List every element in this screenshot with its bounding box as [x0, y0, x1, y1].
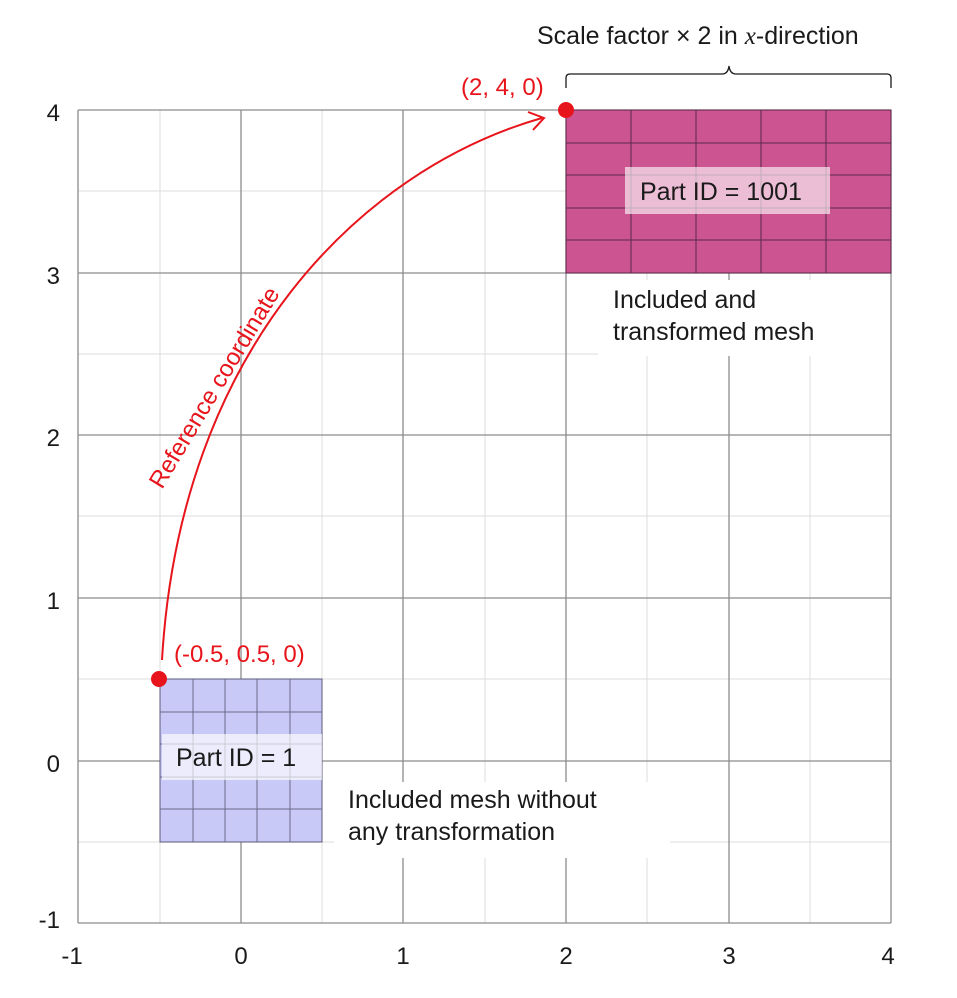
transformed-caption-bg [598, 280, 890, 356]
part-original-label-bg [162, 734, 322, 780]
y-tick-label: 3 [47, 263, 60, 290]
transformed-caption-line2: transformed mesh [613, 318, 814, 346]
x-tick-label: 3 [722, 943, 735, 970]
x-tick-label: -1 [61, 943, 82, 970]
reference-arrow-head [527, 111, 546, 131]
source-point-label: (-0.5, 0.5, 0) [174, 641, 305, 668]
part-original-label: Part ID = 1 [176, 744, 296, 772]
original-caption-line1: Included mesh without [348, 786, 597, 814]
x-tick-label: 1 [396, 943, 409, 970]
original-caption-line2: any transformation [348, 818, 555, 846]
y-tick-label: 1 [47, 588, 60, 615]
x-tick-label: 4 [881, 943, 894, 970]
transformed-caption-line1: Included and [613, 286, 756, 314]
y-tick-label: -1 [39, 907, 60, 934]
part-transformed-label: Part ID = 1001 [640, 178, 802, 206]
part-transformed-label-bg [625, 167, 830, 214]
target-point [558, 102, 574, 118]
target-point-label: (2, 4, 0) [461, 74, 544, 101]
x-tick-label: 0 [234, 943, 247, 970]
x-axis-ticks: -1 0 1 2 3 4 [61, 943, 894, 970]
y-axis-ticks: -1 0 1 2 3 4 [39, 100, 60, 934]
source-point [151, 671, 167, 687]
original-caption-bg [334, 782, 670, 858]
x-tick-label: 2 [559, 943, 572, 970]
scale-factor-label: Scale factor × 2 in x-direction [537, 22, 859, 50]
reference-arrow [161, 117, 543, 661]
scale-brace [565, 65, 892, 88]
y-tick-label: 2 [47, 425, 60, 452]
y-tick-label: 4 [47, 100, 60, 127]
reference-coordinate-label: Reference coordinate [144, 282, 285, 493]
y-tick-label: 0 [47, 751, 60, 778]
